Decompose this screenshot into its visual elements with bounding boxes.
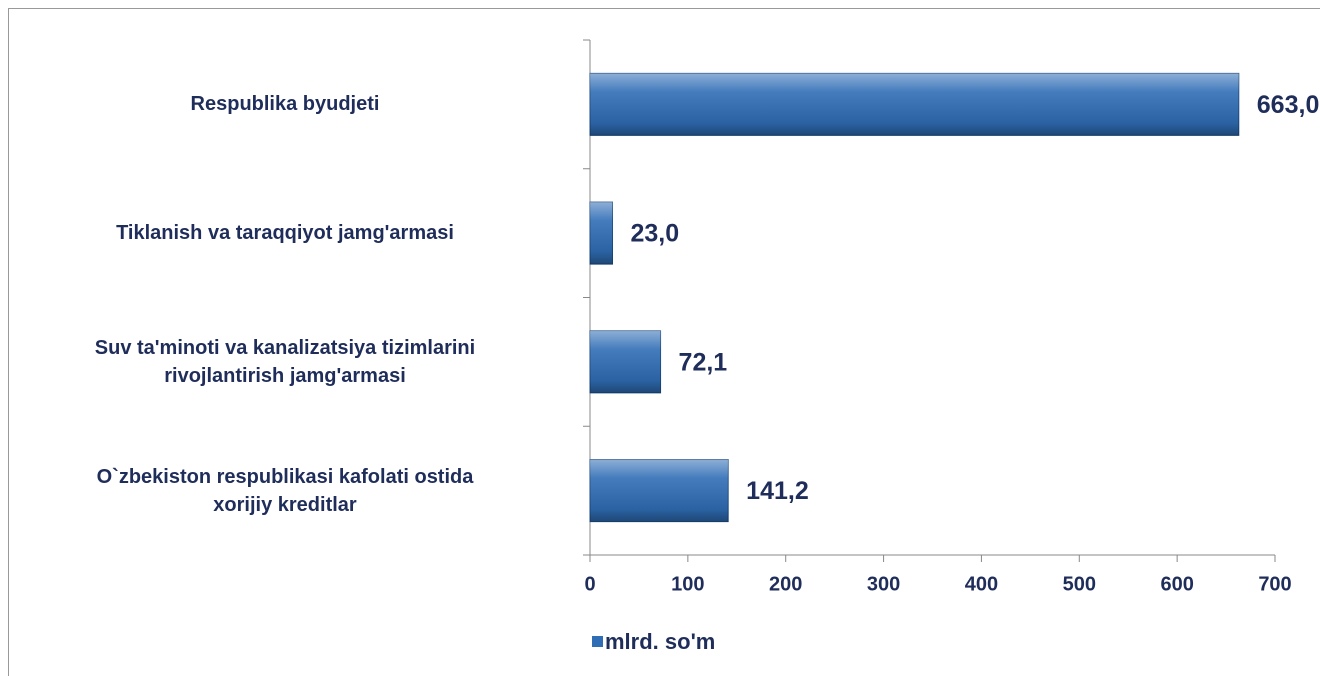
x-tick-label: 0 xyxy=(584,573,595,595)
x-tick-label: 400 xyxy=(965,573,998,595)
bar-shine xyxy=(590,202,613,265)
value-label: 141,2 xyxy=(746,477,809,505)
frame xyxy=(8,8,1320,676)
y-tick-label: O`zbekiston respublikasi kafolati ostida… xyxy=(96,465,474,516)
y-tick-label: Respublika byudjeti xyxy=(190,93,380,116)
legend-swatch xyxy=(592,636,603,647)
legend-label: mlrd. so'm xyxy=(605,629,715,654)
bar-shine xyxy=(590,330,661,393)
x-tick-label: 200 xyxy=(769,573,802,595)
x-tick-label: 500 xyxy=(1063,573,1096,595)
x-tick-label: 100 xyxy=(671,573,704,595)
x-tick-label: 300 xyxy=(867,573,900,595)
bar-shine xyxy=(590,459,729,522)
value-label: 72,1 xyxy=(679,348,728,376)
y-tick-label: Suv ta'minoti va kanalizatsiya tizimlari… xyxy=(94,336,476,387)
value-label: 23,0 xyxy=(631,220,680,248)
x-tick-label: 700 xyxy=(1258,573,1291,595)
y-tick-label: Tiklanish va taraqqiyot jamg'armasi xyxy=(116,222,454,245)
x-tick-label: 600 xyxy=(1160,573,1193,595)
bar-shine xyxy=(590,73,1239,136)
value-label: 663,0 xyxy=(1257,91,1320,119)
